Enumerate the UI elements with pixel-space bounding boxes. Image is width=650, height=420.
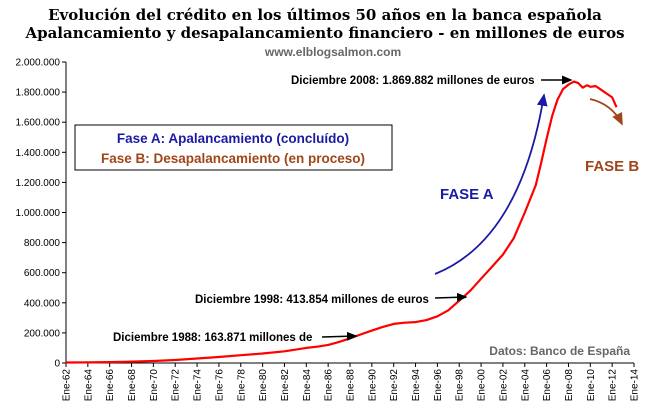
- phase-b-label: FASE B: [585, 158, 639, 175]
- x-tick-label: Ene-92: [389, 369, 400, 402]
- x-tick-label: Ene-04: [520, 369, 531, 402]
- annotation-1988: Diciembre 1988: 163.871 millones de: [113, 332, 312, 344]
- x-tick-label: Ene-14: [630, 369, 641, 402]
- annotation-2008: Diciembre 2008: 1.869.882 millones de eu…: [291, 75, 535, 87]
- y-tick-label: 600.000: [24, 268, 61, 279]
- x-tick-label: Ene-08: [564, 369, 575, 402]
- x-tick-label: Ene-82: [280, 369, 291, 402]
- chart-title: Evolución del crédito en los últimos 50 …: [48, 6, 602, 24]
- x-tick-label: Ene-10: [586, 369, 597, 402]
- x-tick-label: Ene-72: [171, 369, 182, 402]
- x-tick-label: Ene-78: [236, 369, 247, 402]
- y-tick-label: 0: [54, 359, 60, 370]
- x-tick-label: Ene-62: [62, 369, 73, 402]
- x-tick-label: Ene-98: [455, 369, 466, 402]
- x-tick-label: Ene-64: [83, 369, 94, 402]
- legend-box: Fase A: Apalancamiento (concluído) Fase …: [74, 124, 393, 171]
- legend-phase-a: Fase A: Apalancamiento (concluído): [117, 131, 349, 146]
- source-url: www.elblogsalmon.com: [264, 45, 401, 59]
- x-tick-label: Ene-02: [498, 369, 509, 402]
- annotation-arrow-1988: [321, 331, 358, 341]
- y-tick-label: 1.800.000: [16, 88, 61, 99]
- y-tick-label: 1.000.000: [16, 208, 61, 219]
- x-tick-label: Ene-86: [324, 369, 335, 402]
- x-tick-label: Ene-94: [411, 369, 422, 402]
- x-tick-label: Ene-88: [346, 369, 357, 402]
- x-tick-label: Ene-90: [367, 369, 378, 402]
- x-tick-label: Ene-70: [149, 369, 160, 402]
- y-tick-label: 1.400.000: [16, 148, 61, 159]
- x-tick-label: Ene-96: [433, 369, 444, 402]
- x-tick-label: Ene-68: [127, 369, 138, 402]
- x-tick-label: Ene-74: [193, 369, 204, 402]
- phase-a-arrow: [434, 93, 548, 275]
- x-tick-label: Ene-80: [258, 369, 269, 402]
- credit-series-line: [65, 80, 618, 364]
- y-tick-label: 400.000: [24, 298, 61, 309]
- x-tick-label: Ene-76: [214, 369, 225, 402]
- y-tick-label: 200.000: [24, 328, 61, 339]
- x-tick-label: Ene-12: [608, 369, 619, 402]
- phase-a-label: FASE A: [440, 186, 494, 203]
- x-tick-label: Ene-00: [477, 369, 488, 402]
- legend-phase-b: Fase B: Desapalancamiento (en proceso): [101, 151, 365, 166]
- x-tick-label: Ene-84: [302, 369, 313, 402]
- phase-b-arrow: [589, 98, 623, 126]
- legend-frame: [74, 124, 393, 171]
- chart-subtitle: Apalancamiento y desapalancamiento finan…: [24, 24, 624, 42]
- y-tick-label: 1.200.000: [16, 178, 61, 189]
- annotation-arrow-1998: [434, 292, 468, 302]
- y-tick-label: 1.600.000: [16, 118, 61, 129]
- plot-area: 0 200.000 400.000 600.000 800.000 1.000.000 1.…: [16, 58, 641, 402]
- x-tick-label: Ene-06: [542, 369, 553, 402]
- data-source-note: Datos: Banco de España: [489, 344, 630, 358]
- annotation-1998: Diciembre 1998: 413.854 millones de euro…: [195, 294, 429, 306]
- x-tick-label: Ene-66: [105, 369, 116, 402]
- y-tick-label: 800.000: [24, 238, 61, 249]
- y-tick-label: 2.000.000: [16, 58, 61, 69]
